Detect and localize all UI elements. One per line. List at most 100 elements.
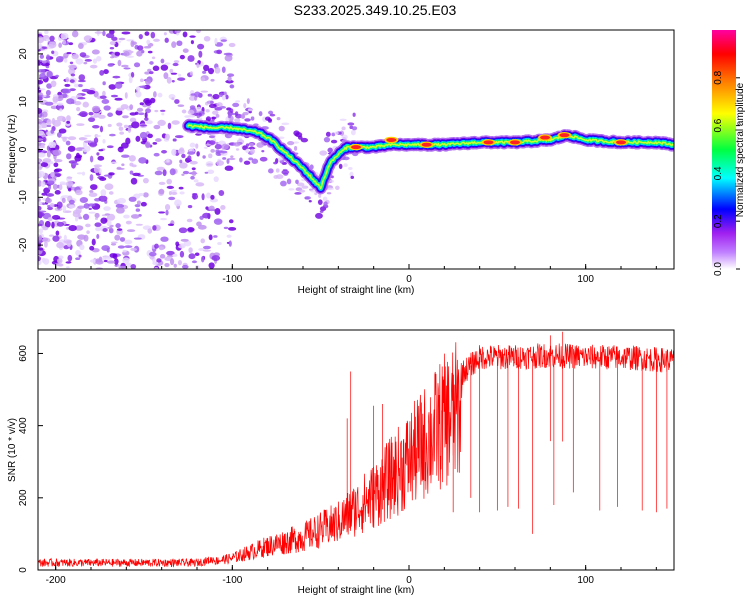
- noise-speckle: [40, 162, 49, 168]
- noise-speckle: [147, 133, 153, 139]
- noise-speckle: [158, 181, 166, 186]
- noise-speckle: [296, 182, 305, 187]
- noise-speckle: [108, 227, 114, 234]
- noise-speckle: [197, 60, 201, 64]
- noise-speckle: [251, 158, 259, 164]
- noise-speckle: [323, 136, 331, 143]
- noise-speckle: [91, 49, 100, 55]
- noise-speckle: [200, 77, 206, 82]
- spectrogram-noise-field: [38, 30, 359, 269]
- noise-speckle: [101, 98, 110, 105]
- noise-speckle: [58, 42, 62, 48]
- noise-speckle: [75, 152, 80, 158]
- noise-speckle: [210, 194, 215, 200]
- noise-speckle: [227, 157, 236, 161]
- noise-speckle: [144, 117, 149, 121]
- noise-speckle: [110, 56, 115, 59]
- noise-speckle: [179, 159, 183, 164]
- noise-speckle: [75, 249, 81, 256]
- noise-speckle: [153, 124, 161, 130]
- noise-speckle: [132, 172, 141, 177]
- noise-speckle: [207, 67, 215, 75]
- noise-speckle: [175, 135, 184, 139]
- noise-speckle: [136, 107, 144, 112]
- noise-speckle: [104, 213, 111, 216]
- noise-speckle: [72, 211, 80, 218]
- snr-y-ticks: 0 200 400 600: [18, 345, 43, 573]
- noise-speckle: [196, 151, 200, 157]
- spectrogram-y-tick-label: -20: [18, 237, 29, 252]
- noise-speckle: [119, 131, 124, 135]
- noise-speckle: [110, 161, 118, 164]
- noise-speckle: [52, 149, 62, 156]
- noise-speckle: [212, 93, 220, 100]
- noise-speckle: [191, 167, 196, 171]
- noise-speckle: [88, 192, 98, 198]
- noise-speckle: [74, 101, 82, 106]
- noise-speckle: [187, 55, 195, 62]
- noise-speckle: [77, 234, 86, 240]
- noise-speckle: [214, 37, 218, 45]
- noise-speckle: [198, 117, 203, 121]
- noise-speckle: [94, 222, 102, 228]
- noise-speckle: [129, 112, 137, 116]
- noise-speckle: [160, 58, 165, 64]
- noise-speckle: [107, 112, 113, 117]
- noise-speckle: [110, 242, 117, 246]
- noise-speckle: [169, 68, 174, 74]
- noise-speckle: [133, 62, 141, 68]
- noise-speckle: [56, 221, 65, 227]
- noise-speckle: [227, 76, 232, 82]
- noise-speckle: [177, 77, 186, 81]
- noise-speckle: [352, 112, 356, 117]
- noise-speckle: [102, 256, 106, 261]
- noise-speckle: [168, 196, 176, 201]
- noise-speckle: [273, 161, 278, 165]
- noise-speckle: [202, 212, 211, 219]
- colorbar-tick-label: 0.0: [713, 262, 724, 276]
- noise-speckle: [76, 172, 83, 175]
- noise-speckle: [335, 185, 340, 190]
- noise-speckle: [166, 185, 174, 189]
- noise-speckle: [181, 153, 186, 159]
- noise-speckle: [140, 201, 147, 207]
- noise-speckle: [106, 145, 114, 149]
- noise-speckle: [233, 142, 241, 147]
- noise-speckle: [314, 192, 318, 196]
- snr-y-tick-label: 400: [18, 417, 29, 434]
- noise-speckle: [48, 234, 55, 237]
- noise-speckle: [138, 85, 147, 89]
- noise-speckle: [319, 150, 328, 156]
- noise-speckle: [100, 217, 108, 224]
- noise-speckle: [50, 129, 55, 134]
- noise-speckle: [138, 34, 143, 40]
- spectrogram-x-tick-label: -200: [46, 274, 66, 285]
- noise-speckle: [95, 259, 104, 265]
- noise-speckle: [99, 125, 104, 133]
- noise-speckle: [81, 171, 86, 176]
- noise-speckle: [145, 141, 151, 149]
- noise-speckle: [178, 244, 185, 249]
- noise-speckle: [124, 239, 133, 245]
- noise-speckle: [136, 50, 143, 57]
- noise-speckle: [171, 41, 177, 49]
- noise-speckle: [130, 71, 135, 78]
- colorbar-tick-label: 0.8: [713, 70, 724, 84]
- noise-speckle: [38, 247, 44, 251]
- noise-speckle: [38, 107, 43, 114]
- noise-speckle: [203, 245, 211, 250]
- noise-speckle: [187, 204, 193, 209]
- noise-speckle: [227, 73, 235, 77]
- noise-speckle: [42, 258, 50, 265]
- noise-speckle: [102, 30, 106, 37]
- noise-speckle: [114, 97, 123, 101]
- noise-speckle: [96, 55, 102, 62]
- noise-speckle: [298, 189, 306, 193]
- noise-speckle: [135, 208, 141, 212]
- noise-speckle: [93, 166, 101, 174]
- noise-speckle: [139, 131, 148, 139]
- noise-speckle: [118, 265, 128, 269]
- noise-speckle: [66, 266, 70, 269]
- noise-speckle: [46, 118, 52, 126]
- noise-speckle: [268, 168, 274, 174]
